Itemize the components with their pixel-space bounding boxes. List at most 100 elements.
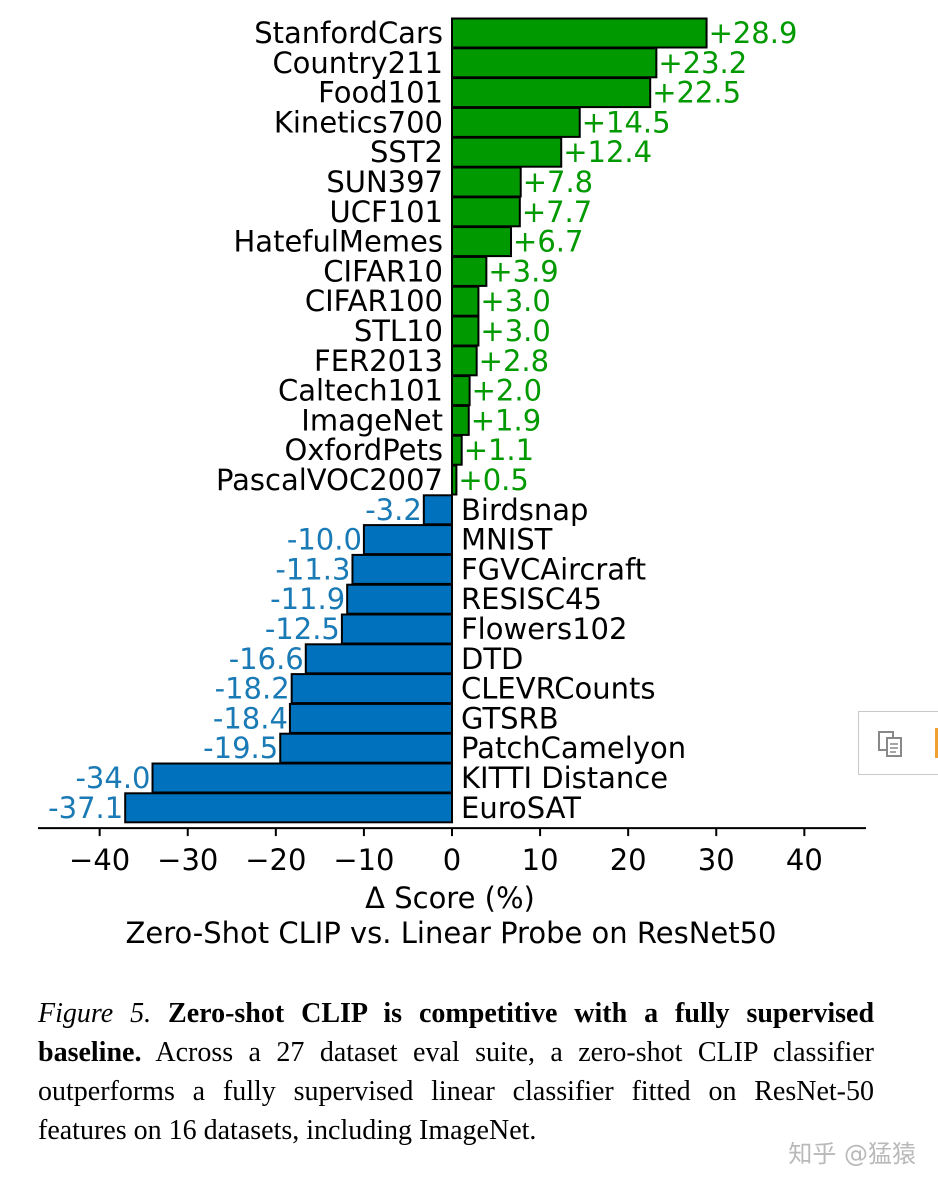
value-label: -10.0 xyxy=(287,523,362,557)
category-label: CIFAR10 xyxy=(323,254,443,288)
figure-caption: Figure 5. Zero-shot CLIP is competitive … xyxy=(38,994,874,1150)
category-label: OxfordPets xyxy=(284,433,443,467)
bar-caltech101 xyxy=(451,375,471,407)
category-label: Caltech101 xyxy=(278,374,443,408)
category-label: PascalVOC2007 xyxy=(216,463,443,497)
value-label: +6.7 xyxy=(513,225,583,259)
side-widget[interactable] xyxy=(858,711,938,775)
figure-label: Figure 5. xyxy=(38,998,152,1029)
category-label: STL10 xyxy=(354,314,443,348)
category-label: UCF101 xyxy=(329,195,443,229)
category-label: Kinetics700 xyxy=(274,105,443,139)
bar-chart: StanfordCars +28.9 Country211 +23.2 Food101 +… xyxy=(38,16,866,950)
category-label: MNIST xyxy=(461,523,553,557)
bar-food101 xyxy=(451,77,652,109)
category-label: HatefulMemes xyxy=(234,225,444,259)
value-label: +2.8 xyxy=(479,344,549,378)
value-label: -18.2 xyxy=(215,672,290,706)
value-label: -12.5 xyxy=(265,612,340,646)
caption-body: Across a 27 dataset eval suite, a zero-s… xyxy=(38,1037,874,1146)
category-label: FER2013 xyxy=(314,344,443,378)
value-label: -16.6 xyxy=(229,642,304,676)
category-label: RESISC45 xyxy=(461,582,602,616)
category-label: GTSRB xyxy=(461,701,559,735)
x-tick-label: 10 xyxy=(522,843,559,877)
bar-fer2013 xyxy=(451,345,478,377)
value-label: +0.5 xyxy=(458,463,528,497)
bar-oxfordpets xyxy=(451,434,463,466)
x-tick-label: 30 xyxy=(698,843,735,877)
bar-mnist xyxy=(362,524,453,556)
bar-imagenet xyxy=(451,404,470,436)
category-label: Birdsnap xyxy=(461,493,588,527)
bar-eurosat xyxy=(124,792,453,824)
x-tick-label: −20 xyxy=(245,843,306,877)
value-label: +23.2 xyxy=(658,46,747,80)
value-label: +12.4 xyxy=(563,135,652,169)
bar-kinetics700 xyxy=(451,106,581,138)
value-label: +1.9 xyxy=(471,403,541,437)
watermark: 知乎 @猛猿 xyxy=(788,1140,916,1168)
x-tick-label: 40 xyxy=(786,843,823,877)
value-label: +7.7 xyxy=(522,195,592,229)
copy-document-icon[interactable] xyxy=(877,730,907,758)
bar-sst2 xyxy=(451,136,563,168)
value-label: +28.9 xyxy=(709,16,798,50)
category-label: Country211 xyxy=(272,46,443,80)
category-label: CLEVRCounts xyxy=(461,672,656,706)
bar-flowers102 xyxy=(340,613,453,645)
value-label: -3.2 xyxy=(365,493,422,527)
x-tick-label: 20 xyxy=(610,843,647,877)
value-label: -11.3 xyxy=(275,552,350,586)
category-label: EuroSAT xyxy=(461,791,581,825)
bar-hatefulmemes xyxy=(451,226,513,258)
category-label: ImageNet xyxy=(301,403,443,437)
x-axis-label: Δ Score (%) xyxy=(365,881,535,915)
value-label: +22.5 xyxy=(652,76,741,110)
bar-stanfordcars xyxy=(451,17,708,49)
bar-dtd xyxy=(304,643,453,675)
x-tick-label: −40 xyxy=(69,843,130,877)
category-label: CIFAR100 xyxy=(305,284,443,318)
value-label: -34.0 xyxy=(75,761,150,795)
bar-birdsnap xyxy=(422,494,454,526)
x-tick-label: −10 xyxy=(333,843,394,877)
x-tick-label: 0 xyxy=(443,843,461,877)
category-label: Flowers102 xyxy=(461,612,627,646)
value-label: +3.0 xyxy=(480,314,550,348)
value-label: +7.8 xyxy=(523,165,593,199)
bar-country211 xyxy=(451,47,658,79)
value-label: -19.5 xyxy=(203,731,278,765)
category-label: StanfordCars xyxy=(254,16,443,50)
bar-cifar10 xyxy=(451,255,488,287)
bar-kitti-distance xyxy=(151,762,453,794)
x-tick-label: −30 xyxy=(157,843,218,877)
category-label: SST2 xyxy=(370,135,443,169)
bar-patchcamelyon xyxy=(279,732,453,764)
value-label: -18.4 xyxy=(213,701,288,735)
value-label: +1.1 xyxy=(464,433,534,467)
bar-gtsrb xyxy=(288,702,453,734)
value-label: -37.1 xyxy=(48,791,123,825)
caption-bold-text: Zero-shot CLIP is competitive with a ful… xyxy=(38,998,875,1068)
bar-resisc45 xyxy=(346,583,453,615)
category-label: KITTI Distance xyxy=(461,761,668,795)
value-label: +2.0 xyxy=(472,374,542,408)
value-label: -11.9 xyxy=(270,582,345,616)
bar-cifar100 xyxy=(451,285,480,317)
category-label: DTD xyxy=(461,642,523,676)
value-label: +14.5 xyxy=(582,105,671,139)
category-label: Food101 xyxy=(318,76,443,110)
bar-clevrcounts xyxy=(290,673,454,705)
side-tab-marker xyxy=(935,728,938,758)
category-label: FGVCAircraft xyxy=(461,552,646,586)
category-label: PatchCamelyon xyxy=(461,731,686,765)
bar-pascalvoc2007 xyxy=(451,464,458,496)
bar-stl10 xyxy=(451,315,480,347)
value-label: +3.9 xyxy=(488,254,558,288)
value-label: +3.0 xyxy=(480,284,550,318)
bar-fgvcaircraft xyxy=(351,553,454,585)
category-label: SUN397 xyxy=(326,165,443,199)
bar-ucf101 xyxy=(451,196,521,228)
bar-sun397 xyxy=(451,166,522,198)
